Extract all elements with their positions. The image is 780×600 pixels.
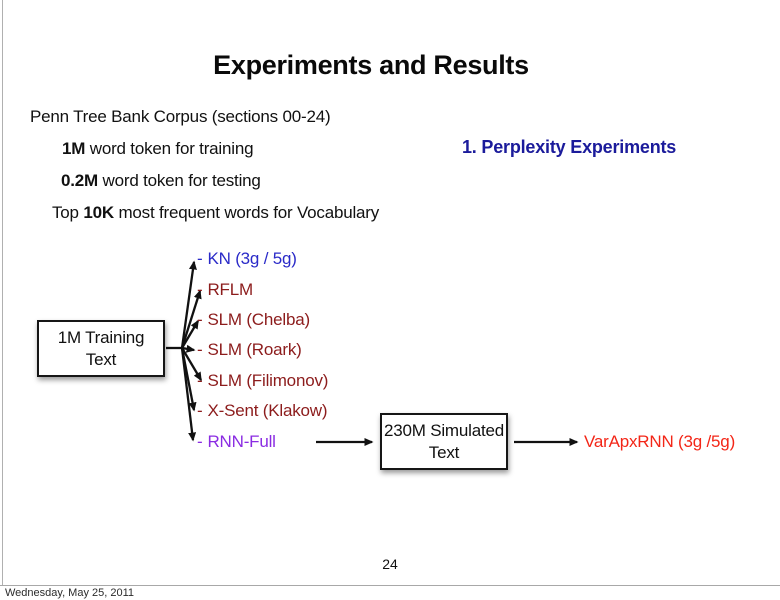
footer-date: Wednesday, May 25, 2011 bbox=[5, 587, 135, 599]
result-label-varapxrnn: VarApxRNN (3g /5g) bbox=[584, 432, 736, 451]
method-label-xsent-klakow: - X-Sent (Klakow) bbox=[197, 401, 327, 421]
training-text-box-line2: Text bbox=[85, 349, 117, 369]
tick-mark: - bbox=[197, 280, 203, 299]
slide-bottom-border bbox=[0, 585, 780, 586]
training-text-box: 1M Training Text bbox=[37, 320, 165, 377]
method-label-text: RFLM bbox=[207, 280, 253, 299]
slide-title: Experiments and Results bbox=[213, 50, 529, 80]
method-label-slm-filimonov: - SLM (Filimonov) bbox=[197, 371, 328, 391]
vocabulary-line: Top 10K most frequent words for Vocabula… bbox=[52, 203, 379, 223]
tick-mark: - bbox=[197, 401, 203, 420]
slide-left-border bbox=[2, 0, 3, 585]
testing-line: 0.2M word token for testing bbox=[61, 171, 261, 191]
training-line: 1M word token for training bbox=[62, 139, 254, 159]
testing-line-text: word token for testing bbox=[98, 171, 261, 190]
vocab-line-text: most frequent words for Vocabulary bbox=[113, 203, 380, 222]
simulated-text-box: 230M Simulated Text bbox=[380, 413, 508, 470]
vocab-line-pre: Top bbox=[52, 203, 84, 222]
method-label-text: RNN-Full bbox=[207, 432, 276, 451]
method-label-slm-chelba: - SLM (Chelba) bbox=[197, 310, 310, 330]
testing-token-count: 0.2M bbox=[61, 171, 98, 190]
method-label-slm-roark: - SLM (Roark) bbox=[197, 340, 302, 360]
tick-mark: - bbox=[197, 340, 203, 359]
section-heading: 1. Perplexity Experiments bbox=[462, 137, 677, 157]
method-label-text: SLM (Chelba) bbox=[207, 310, 310, 329]
training-token-count: 1M bbox=[62, 139, 86, 158]
corpus-line: Penn Tree Bank Corpus (sections 00-24) bbox=[30, 107, 331, 126]
method-label-text: SLM (Filimonov) bbox=[207, 371, 329, 390]
training-line-text: word token for training bbox=[85, 139, 254, 158]
tick-mark: - bbox=[197, 310, 203, 329]
method-label-text: KN (3g / 5g) bbox=[207, 249, 297, 268]
page-number: 24 bbox=[382, 556, 398, 572]
tick-mark: - bbox=[197, 249, 203, 268]
method-label-text: SLM (Roark) bbox=[207, 340, 302, 359]
simulated-text-box-line1: 230M Simulated bbox=[383, 420, 505, 440]
method-label-kn: - KN (3g / 5g) bbox=[197, 249, 297, 269]
method-label-rflm: - RFLM bbox=[197, 280, 253, 300]
method-label-text: X-Sent (Klakow) bbox=[207, 401, 328, 420]
vocab-size: 10K bbox=[83, 203, 114, 222]
training-text-box-line1: 1M Training bbox=[57, 327, 145, 347]
method-label-rnn-full: - RNN-Full bbox=[197, 432, 276, 452]
simulated-text-box-line2: Text bbox=[428, 442, 460, 462]
tick-mark: - bbox=[197, 432, 203, 451]
tick-mark: - bbox=[197, 371, 203, 390]
